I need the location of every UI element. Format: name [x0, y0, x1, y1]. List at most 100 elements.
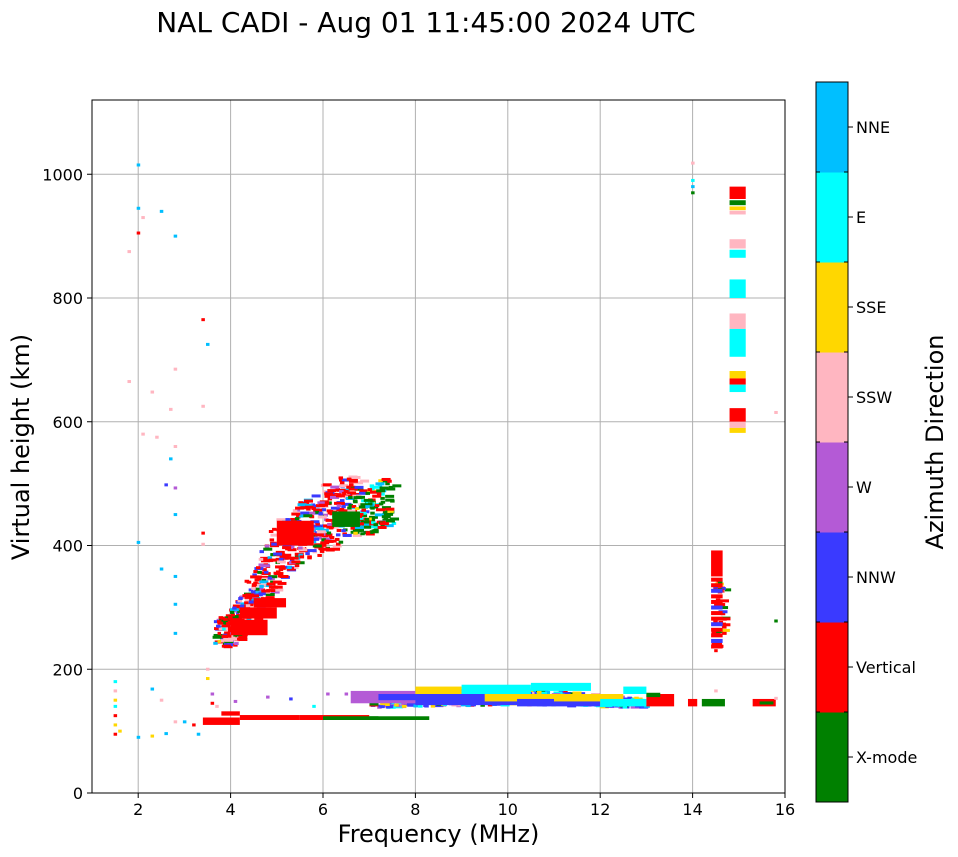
echo-cell [335, 501, 345, 505]
echo-cell [341, 505, 346, 509]
echo-cell [217, 620, 222, 624]
echo-cell [251, 586, 256, 590]
echo-cell [371, 485, 381, 489]
colorbar-tick-label: W [856, 478, 872, 497]
echo-cell [387, 479, 392, 483]
echo-cell [315, 522, 320, 526]
echo-cell [379, 522, 389, 526]
echo-point [289, 697, 293, 701]
echo-point [113, 732, 118, 736]
echo-point [113, 704, 118, 708]
echo-point [136, 735, 141, 739]
echo-point [326, 692, 330, 696]
echo-block [221, 711, 240, 716]
echo-cell [231, 617, 241, 621]
echo-cell [360, 520, 370, 524]
echo-block [729, 371, 746, 379]
echo-cell [259, 550, 265, 554]
echo-cell [220, 616, 225, 620]
echo-point [136, 163, 141, 167]
x-tick-label: 10 [498, 800, 518, 819]
echo-point [164, 732, 168, 736]
echo-block [729, 421, 746, 428]
echo-cell [259, 580, 269, 584]
echo-point [127, 250, 131, 254]
echo-cell [342, 502, 352, 506]
echo-cell [369, 490, 379, 494]
echo-point [159, 209, 164, 213]
echo-cell [321, 538, 326, 542]
echo-cell [321, 543, 327, 547]
echo-cell [324, 492, 334, 496]
echo-cell [238, 597, 243, 601]
colorbar-tick-label: Vertical [856, 658, 916, 677]
echo-cell [572, 691, 582, 695]
echo-cell [291, 560, 301, 564]
echo-block [711, 594, 723, 599]
echo-cell [257, 575, 262, 579]
x-tick-label: 14 [682, 800, 702, 819]
echo-block [369, 716, 430, 720]
echo-cell [256, 566, 261, 570]
echo-cell [353, 496, 363, 500]
echo-cell [265, 593, 275, 597]
echo-point [164, 483, 168, 487]
echo-cell [355, 507, 360, 511]
echo-cell [318, 512, 323, 516]
echo-cell [223, 643, 233, 647]
echo-cell [291, 512, 301, 516]
echo-cell [363, 498, 373, 502]
echo-cell [380, 705, 385, 709]
echo-cell [418, 704, 423, 708]
echo-cell [388, 485, 394, 489]
echo-point [714, 689, 718, 693]
echo-point [210, 692, 215, 696]
echo-cell [367, 488, 373, 492]
echo-cell [545, 690, 551, 694]
echo-cell [332, 544, 342, 548]
echo-cell [380, 496, 385, 500]
echo-cell [268, 529, 274, 533]
echo-cell [214, 627, 219, 631]
echo-cell [335, 542, 341, 546]
echo-cell [327, 489, 337, 493]
echo-cell [298, 546, 303, 550]
echo-cell [275, 565, 285, 569]
echo-point [206, 677, 210, 681]
x-axis-ticks: 2 4 6 8 10 12 14 16 [133, 793, 795, 819]
echo-cell [275, 557, 281, 561]
echo-cell [212, 635, 222, 639]
echo-cell [385, 494, 395, 498]
echo-cell [239, 604, 245, 608]
echo-cell [384, 509, 394, 513]
echo-cell [244, 595, 254, 599]
echo-block [729, 427, 746, 433]
echo-cell [336, 504, 342, 508]
echo-cell [339, 490, 349, 494]
echo-cell [305, 552, 310, 556]
echo-cell [364, 517, 370, 521]
echo-cell [381, 515, 391, 519]
echo-cell [304, 499, 314, 503]
echo-cell [268, 558, 274, 562]
echo-cell [354, 526, 364, 530]
echo-cell [221, 624, 231, 628]
echo-point [714, 649, 718, 653]
echo-point [173, 486, 178, 490]
echo-cell [238, 635, 248, 639]
echo-block [461, 684, 531, 694]
echo-cell [372, 494, 382, 498]
echo-point [159, 567, 164, 571]
echo-point [169, 457, 173, 461]
echo-point [173, 445, 178, 448]
echo-cell [254, 617, 264, 621]
echo-point [150, 390, 155, 394]
echo-cell [348, 478, 358, 482]
echo-point [173, 513, 178, 517]
echo-block [711, 644, 723, 649]
echo-cell [352, 499, 358, 503]
echo-cell [278, 568, 284, 572]
echo-cell [367, 502, 373, 506]
echo-cell [233, 643, 238, 647]
echo-point [141, 216, 145, 220]
